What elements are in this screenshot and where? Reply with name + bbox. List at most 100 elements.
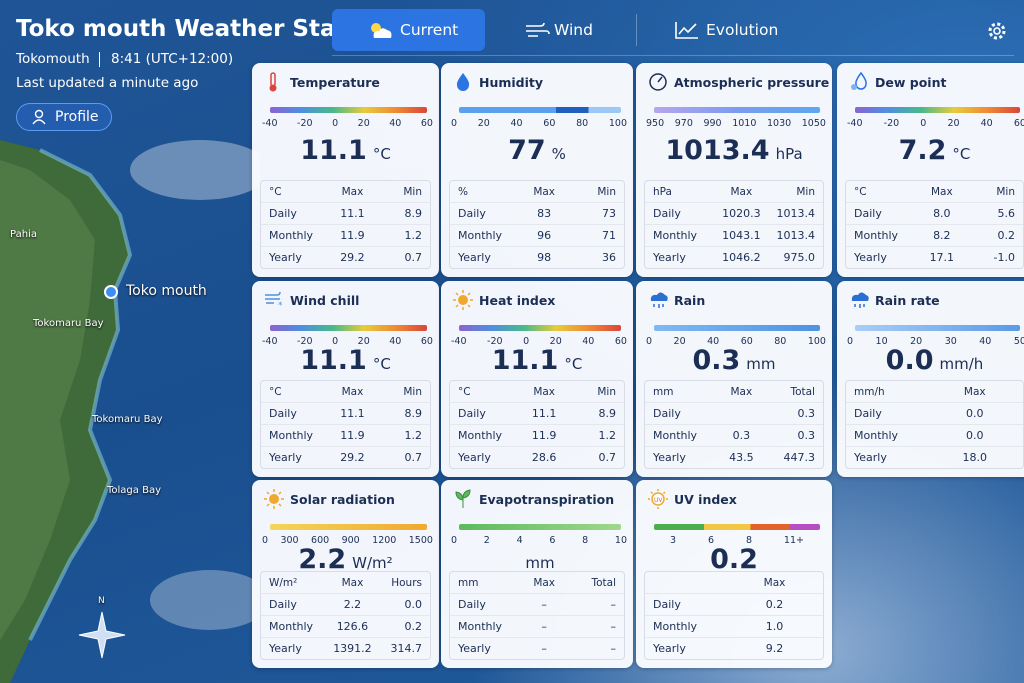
- map-label[interactable]: Toko mouth: [126, 283, 207, 299]
- icon-part: [851, 84, 857, 90]
- stat-cell: 83: [537, 207, 552, 220]
- row-label: Yearly: [458, 451, 491, 464]
- row-label: Daily: [269, 207, 297, 220]
- table-row: Monthly 96 71: [450, 225, 624, 247]
- header-cell: mm: [458, 576, 479, 589]
- scale-tick: 60: [740, 336, 753, 347]
- reading-value: 7.2: [898, 135, 947, 166]
- icon-part: [458, 295, 468, 305]
- reading: 11.1 °C: [252, 345, 439, 376]
- card-icon: [851, 71, 867, 90]
- scale-bar: [270, 524, 427, 530]
- scale-tick: -40: [847, 118, 863, 129]
- table-row: Monthly 0.3 0.3: [645, 425, 823, 447]
- scale-bar: [459, 524, 621, 530]
- card: Solar radiation 0 300 600 900 1200 1500 2.2 W/m²…: [252, 480, 439, 668]
- stat-cell: –: [541, 620, 547, 633]
- local-time: 8:41 (UTC+12:00): [111, 51, 234, 67]
- tab[interactable]: Evolution: [674, 9, 778, 51]
- card-icon: [269, 72, 277, 92]
- scale-tick: 1050: [801, 118, 826, 129]
- table-row: Monthly 1043.1 1013.4: [645, 225, 823, 247]
- row-label: Monthly: [458, 620, 503, 633]
- scale-tick: 4: [516, 535, 523, 546]
- scale-ticks: 3 6 8 11+: [654, 535, 820, 546]
- card: Rain 0 20 40 60 80 100 0.3 mm mm Max Total Daily 0.3 M…: [636, 281, 832, 477]
- header-cell: Max: [533, 385, 556, 398]
- stats-table: °C Max Min Daily 11.1 8.9 Monthly 11.9 1.2 Yearly…: [449, 380, 625, 469]
- stat-cell: 11.9: [340, 229, 365, 242]
- header-cell: Hours: [391, 576, 422, 589]
- stat-cell: 0.3: [797, 407, 815, 420]
- icon-part: *: [278, 301, 283, 311]
- tab-underline: [332, 55, 1014, 56]
- header-cell: Max: [930, 185, 953, 198]
- icon-part: [988, 22, 1006, 40]
- header-cell: Min: [796, 185, 815, 198]
- card-icon: [264, 489, 284, 509]
- card-icon: *: [265, 291, 283, 311]
- card-icon: [455, 489, 471, 508]
- row-label: Daily: [458, 598, 486, 611]
- table-row: Yearly 1046.2 975.0: [645, 247, 823, 268]
- table-row: Monthly 11.9 1.2: [450, 425, 624, 447]
- row-label: Monthly: [653, 229, 698, 242]
- header-cell: mm/h: [854, 385, 885, 398]
- header-cell: Min: [597, 185, 616, 198]
- icon-part: [675, 22, 698, 39]
- scale-tick: 20: [549, 336, 562, 347]
- stat-cell: 0.0: [966, 429, 984, 442]
- scale-tick: -20: [487, 336, 503, 347]
- scale-tick: 10: [614, 535, 627, 546]
- scale-tick: 20: [357, 336, 370, 347]
- stats-table: % Max Min Daily 83 73 Monthly 96 71 Yearly 98 36: [449, 180, 625, 269]
- profile-button[interactable]: Profile: [16, 103, 112, 131]
- cloud: [130, 140, 260, 200]
- scale-ticks: -40 -20 0 20 40 60: [847, 118, 1024, 129]
- map-label: Tolaga Bay: [107, 485, 161, 496]
- card-icon: UV: [648, 489, 668, 509]
- card: Atmospheric pressure 950 970 990 1010 1030 105…: [636, 63, 832, 277]
- stat-cell: 0.7: [404, 451, 422, 464]
- stat-cell: 8.9: [404, 207, 422, 220]
- table-row: Yearly 29.2 0.7: [261, 447, 430, 468]
- icon-part: [648, 489, 668, 509]
- scale-tick: 6: [549, 535, 556, 546]
- scale-tick: 0: [523, 336, 530, 347]
- header-cell: Min: [403, 385, 422, 398]
- stat-cell: 975.0: [783, 251, 815, 264]
- table-header: mm Max Total: [645, 381, 823, 403]
- table-row: Yearly 1391.2 314.7: [261, 638, 430, 659]
- tab[interactable]: Wind: [524, 9, 593, 51]
- scale-bar: [270, 325, 427, 331]
- scale-tick: 0: [451, 535, 458, 546]
- station-marker[interactable]: [104, 285, 118, 299]
- icon-part: [373, 28, 392, 38]
- row-label: Yearly: [269, 451, 302, 464]
- map-land: [0, 140, 260, 683]
- table-row: Yearly 18.0: [846, 447, 1023, 468]
- settings-icon[interactable]: [986, 20, 1008, 42]
- compass: [78, 611, 126, 659]
- table-header: % Max Min: [450, 181, 624, 203]
- scale-tick: 40: [389, 336, 402, 347]
- scale-tick: 100: [807, 336, 826, 347]
- icon-part: [455, 489, 471, 508]
- header-cell: Total: [591, 576, 616, 589]
- stat-cell: 28.6: [531, 451, 557, 464]
- tab-separator: [636, 14, 637, 46]
- stat-cell: 1.2: [598, 429, 617, 442]
- table-row: Daily 83 73: [450, 203, 624, 225]
- header-cell: mm: [653, 385, 674, 398]
- tab[interactable]: Current: [366, 9, 458, 51]
- stat-cell: 18.0: [962, 451, 988, 464]
- reading: 1013.4 hPa: [636, 135, 832, 166]
- scale-tick: 60: [614, 336, 627, 347]
- stat-cell: 29.2: [340, 451, 365, 464]
- scale-tick: 20: [477, 118, 490, 129]
- row-label: Yearly: [653, 451, 686, 464]
- table-row: Daily 2.2 0.0: [261, 594, 430, 616]
- header-cell: Min: [996, 185, 1015, 198]
- tab-label: Wind: [554, 21, 593, 39]
